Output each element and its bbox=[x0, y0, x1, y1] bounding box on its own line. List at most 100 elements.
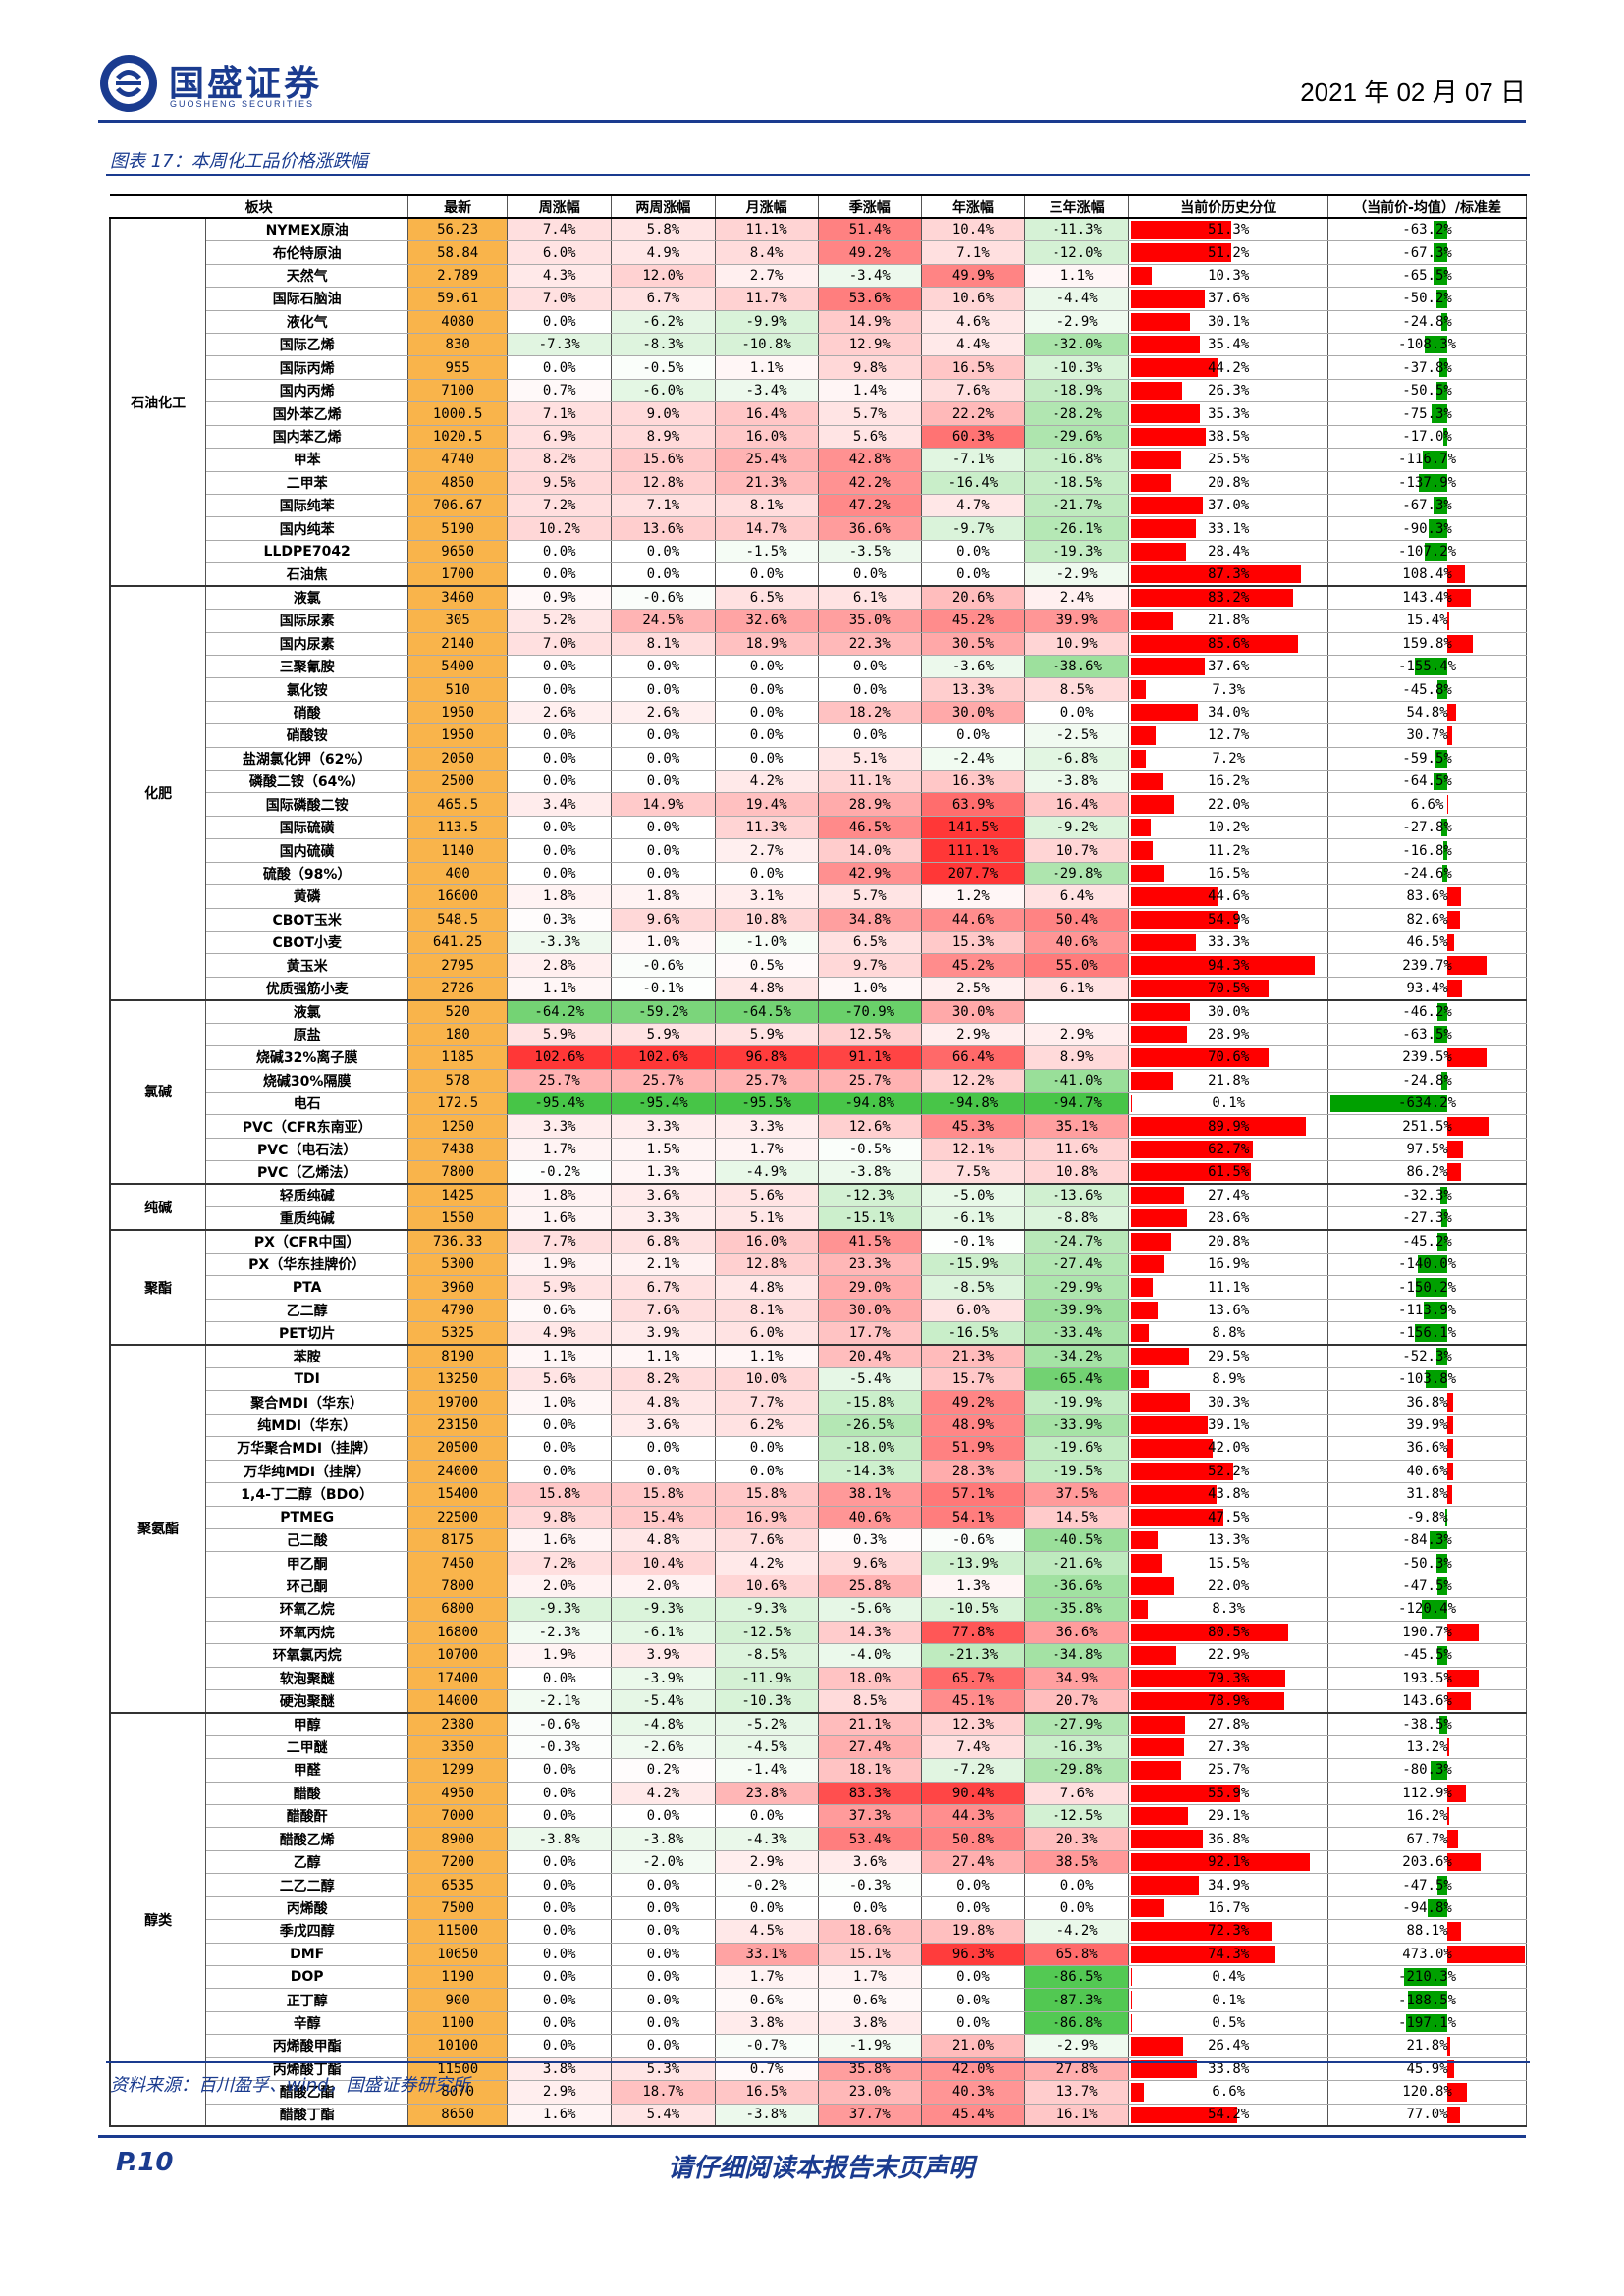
zscore-cell: 112.9% bbox=[1327, 1782, 1527, 1806]
change-cell: 0.0% bbox=[611, 1919, 716, 1944]
change-cell: 1.1% bbox=[507, 1345, 613, 1369]
product-name: 液氯 bbox=[205, 999, 409, 1024]
change-cell: 1.3% bbox=[921, 1575, 1026, 1599]
change-cell: 1.0% bbox=[611, 931, 716, 955]
product-name: 丙烯酸丁酯 bbox=[205, 2057, 409, 2082]
zscore-value: -65.5% bbox=[1402, 267, 1452, 284]
percentile-cell: 44.6% bbox=[1128, 884, 1329, 909]
table-row: 环己酮 7800 2.0% 2.0% 10.6% 25.8% 1.3% -36.6% 22.0%… bbox=[110, 1575, 1527, 1599]
table-row: PET切片 5325 4.9% 3.9% 6.0% 17.7% -16.5% -33.4% 8.… bbox=[110, 1321, 1527, 1347]
table-row: 丙烯酸丁酯 11500 3.8% 5.3% 0.7% 35.8% 42.0% 27.8% 33.… bbox=[110, 2057, 1527, 2082]
change-cell: 0.6% bbox=[818, 1988, 922, 2012]
change-cell: 207.7% bbox=[921, 862, 1026, 886]
change-cell: 7.0% bbox=[507, 287, 613, 311]
percentile-bar bbox=[1131, 542, 1187, 561]
latest-price: 465.5 bbox=[407, 792, 509, 817]
change-cell: 6.1% bbox=[1024, 977, 1130, 1001]
change-cell: 4.2% bbox=[611, 1782, 716, 1806]
zscore-value: -38.5% bbox=[1402, 1716, 1452, 1733]
change-cell: 5.1% bbox=[715, 1206, 819, 1232]
change-cell: 35.8% bbox=[818, 2057, 922, 2082]
change-cell: -0.3% bbox=[507, 1735, 613, 1760]
zscore-value: -120.4% bbox=[1398, 1601, 1457, 1618]
percentile-bar bbox=[1131, 1462, 1233, 1481]
change-cell: 1.4% bbox=[818, 379, 922, 403]
change-cell: 41.5% bbox=[818, 1229, 922, 1254]
zscore-bar bbox=[1423, 1301, 1447, 1320]
zscore-value: 143.4% bbox=[1402, 590, 1452, 607]
latest-price: 6535 bbox=[407, 1873, 509, 1897]
change-cell: -2.5% bbox=[1024, 723, 1130, 748]
latest-price: 400 bbox=[407, 862, 509, 886]
change-cell: 0.0% bbox=[507, 2011, 613, 2036]
zscore-value: -59.5% bbox=[1402, 750, 1452, 767]
zscore-cell: -107.2% bbox=[1327, 540, 1527, 564]
percentile-cell: 16.9% bbox=[1128, 1253, 1329, 1277]
table-row: 烧碱30%隔膜 578 25.7% 25.7% 25.7% 25.7% 12.2% -41.0… bbox=[110, 1069, 1527, 1093]
change-cell: -9.3% bbox=[507, 1597, 613, 1622]
latest-price: 706.67 bbox=[407, 494, 509, 518]
change-cell: 3.9% bbox=[611, 1321, 716, 1347]
change-cell: -15.1% bbox=[818, 1206, 922, 1232]
change-cell: 16.4% bbox=[715, 401, 819, 426]
change-cell: 18.2% bbox=[818, 701, 922, 725]
zscore-value: -156.1% bbox=[1398, 1325, 1457, 1342]
change-cell: 0.0% bbox=[507, 1758, 613, 1783]
change-cell: 0.0% bbox=[507, 540, 613, 564]
change-cell: 9.8% bbox=[818, 355, 922, 380]
percentile-value: 11.1% bbox=[1208, 1279, 1250, 1296]
change-cell: 53.4% bbox=[818, 1827, 922, 1851]
change-cell: 3.8% bbox=[715, 2011, 819, 2036]
percentile-bar bbox=[1131, 2083, 1145, 2102]
product-name: 国际磷酸二铵 bbox=[205, 792, 409, 817]
product-name: 乙二醇 bbox=[205, 1299, 409, 1323]
zscore-value: -17.0% bbox=[1402, 428, 1452, 445]
change-cell: 5.7% bbox=[818, 401, 922, 426]
zscore-bar bbox=[1425, 542, 1447, 561]
change-cell: -11.9% bbox=[715, 1667, 819, 1690]
change-cell: 0.0% bbox=[611, 677, 716, 702]
percentile-cell: 28.6% bbox=[1128, 1206, 1329, 1232]
change-cell: 25.4% bbox=[715, 448, 819, 472]
zscore-bar bbox=[1446, 1140, 1463, 1159]
percentile-bar bbox=[1131, 1508, 1224, 1526]
zscore-cell: -80.3% bbox=[1327, 1758, 1527, 1783]
zscore-bar bbox=[1446, 2106, 1460, 2124]
zscore-value: 83.6% bbox=[1406, 888, 1448, 905]
percentile-value: 28.6% bbox=[1208, 1210, 1250, 1227]
change-cell: 3.6% bbox=[818, 1850, 922, 1875]
percentile-bar bbox=[1131, 703, 1198, 722]
percentile-bar bbox=[1131, 1945, 1276, 1963]
column-header: 月涨幅 bbox=[715, 193, 819, 220]
change-cell: 0.0% bbox=[507, 1965, 613, 1990]
change-cell: 7.6% bbox=[715, 1528, 819, 1553]
change-cell: -4.8% bbox=[611, 1712, 716, 1736]
change-cell: -40.5% bbox=[1024, 1528, 1130, 1553]
percentile-bar bbox=[1131, 1209, 1187, 1227]
change-cell: 12.5% bbox=[818, 1023, 922, 1047]
product-name: 软泡聚醚 bbox=[205, 1667, 409, 1690]
zscore-value: -32.3% bbox=[1402, 1188, 1452, 1204]
zscore-cell: -16.8% bbox=[1327, 838, 1527, 863]
change-cell: 27.4% bbox=[921, 1850, 1026, 1875]
percentile-value: 7.2% bbox=[1212, 750, 1246, 767]
change-cell: -19.9% bbox=[1024, 1390, 1130, 1415]
percentile-bar bbox=[1131, 841, 1154, 860]
change-cell: 0.0% bbox=[507, 562, 613, 588]
percentile-value: 42.0% bbox=[1208, 1440, 1250, 1457]
percentile-value: 22.0% bbox=[1208, 796, 1250, 813]
change-cell: 20.3% bbox=[1024, 1827, 1130, 1851]
zscore-value: -24.8% bbox=[1402, 313, 1452, 330]
change-cell: -18.0% bbox=[818, 1436, 922, 1461]
change-cell: 50.4% bbox=[1024, 908, 1130, 933]
zscore-cell: 120.8% bbox=[1327, 2080, 1527, 2105]
zscore-bar bbox=[1434, 773, 1447, 791]
change-cell: -3.3% bbox=[507, 931, 613, 955]
percentile-value: 10.2% bbox=[1208, 820, 1250, 836]
product-name: DMF bbox=[205, 1943, 409, 1966]
change-cell: -4.3% bbox=[715, 1827, 819, 1851]
product-name: 聚合MDI（华东） bbox=[205, 1390, 409, 1415]
zscore-cell: 36.6% bbox=[1327, 1436, 1527, 1461]
zscore-cell: 97.5% bbox=[1327, 1138, 1527, 1162]
change-cell: 83.3% bbox=[818, 1782, 922, 1806]
